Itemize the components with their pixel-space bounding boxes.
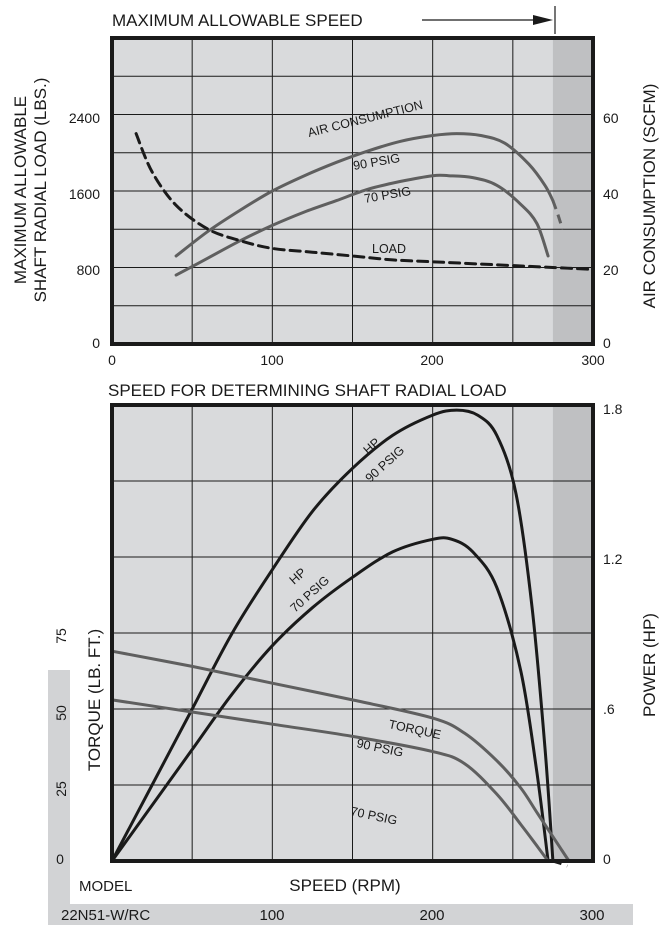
model-name: 22N51-W/RC xyxy=(61,907,150,924)
hp-90psig-line xyxy=(110,408,555,863)
top-right-tick-0: 0 xyxy=(603,335,611,351)
top-plot-frame xyxy=(110,36,595,346)
top-left-axis-title-line2: SHAFT RADIAL LOAD (LBS.) xyxy=(31,78,50,303)
top-x-tick-200: 200 xyxy=(420,352,444,368)
bottom-chart: 75 50 25 0 TORQUE (LB. FT.) 1.8 1.2 .6 0… xyxy=(48,401,659,925)
top-chart: 2400 1600 800 0 60 40 20 0 0 100 200 300… xyxy=(11,36,659,368)
max-speed-banner: MAXIMUM ALLOWABLE SPEED xyxy=(112,11,363,30)
top-x-tick-300: 300 xyxy=(581,352,605,368)
top-grid xyxy=(112,38,593,344)
model-bottom-band xyxy=(48,904,633,925)
torque-90psig-line xyxy=(110,649,571,863)
hp-70psig-line xyxy=(110,536,550,863)
top-left-tick-0: 0 xyxy=(92,335,100,351)
torque-tick-0: 0 xyxy=(56,851,64,867)
power-tick-0.6: .6 xyxy=(603,701,615,717)
power-tick-0: 0 xyxy=(603,851,611,867)
top-right-tick-60: 60 xyxy=(603,110,619,126)
top-right-axis-title: AIR CONSUMPTION (SCFM) xyxy=(640,84,659,309)
top-series-group xyxy=(134,132,595,277)
top-right-tick-40: 40 xyxy=(603,186,619,202)
torque-tick-25: 25 xyxy=(53,781,69,797)
load-label: LOAD xyxy=(372,242,406,256)
power-axis-title: POWER (HP) xyxy=(640,613,659,717)
air-consumption-70psig-line xyxy=(174,173,550,277)
top-right-tick-20: 20 xyxy=(603,262,619,278)
torque-70psig-line xyxy=(110,698,550,863)
model-side-band xyxy=(48,670,70,925)
air-consumption-90psig-line-dashed-tail xyxy=(551,200,564,230)
bottom-x-tick-200: 200 xyxy=(419,907,444,924)
top-x-tick-100: 100 xyxy=(260,352,284,368)
torque-tick-50: 50 xyxy=(53,705,69,721)
speed-axis-title: SPEED (RPM) xyxy=(289,876,400,895)
bottom-series-group xyxy=(110,408,571,868)
power-tick-1.8: 1.8 xyxy=(603,401,623,417)
bottom-x-tick-100: 100 xyxy=(259,907,284,924)
load-line xyxy=(134,132,595,271)
torque-axis-title: TORQUE (LB. FT.) xyxy=(85,629,104,771)
model-label: MODEL xyxy=(79,878,132,895)
torque-tick-75: 75 xyxy=(53,628,69,644)
top-left-tick-2400: 2400 xyxy=(69,110,100,126)
bottom-plot-frame xyxy=(110,403,595,863)
top-x-tick-0: 0 xyxy=(108,352,116,368)
power-tick-1.2: 1.2 xyxy=(603,551,623,567)
top-left-axis-title-line1: MAXIMUM ALLOWABLE xyxy=(11,96,30,284)
middle-title: SPEED FOR DETERMINING SHAFT RADIAL LOAD xyxy=(108,381,507,400)
air-consumption-90psig-line xyxy=(174,132,555,258)
bottom-x-tick-300: 300 xyxy=(579,907,604,924)
max-speed-arrow-head xyxy=(533,15,553,25)
top-left-tick-800: 800 xyxy=(77,262,101,278)
top-left-tick-1600: 1600 xyxy=(69,186,100,202)
